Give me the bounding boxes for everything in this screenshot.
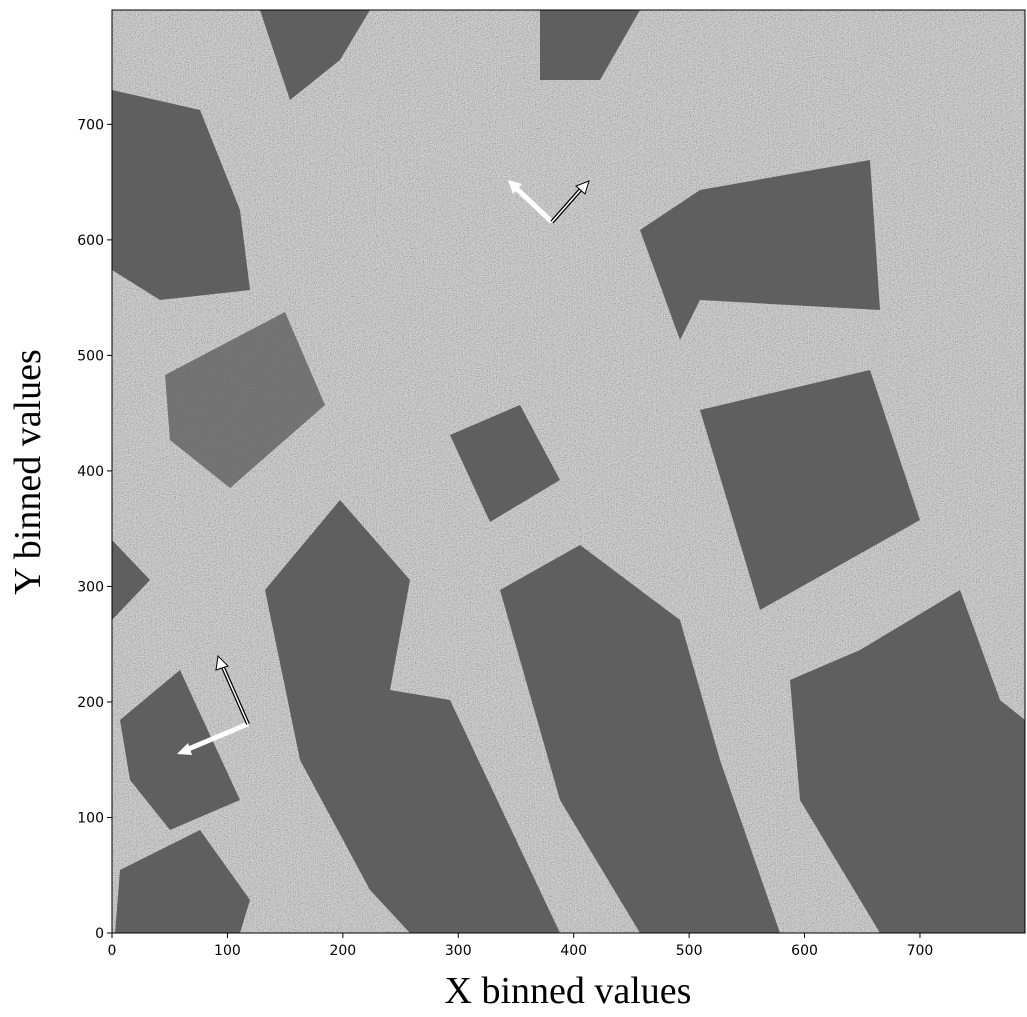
y-tick-label: 500 <box>77 348 104 364</box>
y-axis-label: Y binned values <box>7 349 49 595</box>
x-tick-label: 200 <box>329 943 356 959</box>
page: {"chart_data": {"type": "image", "xlabel… <box>0 0 1027 1017</box>
y-tick-label: 600 <box>77 233 104 249</box>
x-tick-label: 300 <box>445 943 472 959</box>
x-tick-label: 700 <box>907 943 934 959</box>
image <box>112 10 1025 933</box>
y-tick-label: 100 <box>77 810 104 826</box>
x-tick-label: 600 <box>791 943 818 959</box>
x-tick-label: 100 <box>214 943 241 959</box>
y-tick-label: 700 <box>77 117 104 133</box>
y-tick-label: 300 <box>77 579 104 595</box>
x-tick-label: 400 <box>560 943 587 959</box>
x-tick-label: 500 <box>676 943 703 959</box>
y-tick-label: 200 <box>77 695 104 711</box>
x-tick-label: 0 <box>108 943 117 959</box>
y-tick-label: 0 <box>95 926 104 942</box>
y-tick-label: 400 <box>77 464 104 480</box>
x-axis-label: X binned values <box>445 970 692 1012</box>
chart: X binned values Y binned values 0 100 200 3… <box>0 0 1027 1017</box>
